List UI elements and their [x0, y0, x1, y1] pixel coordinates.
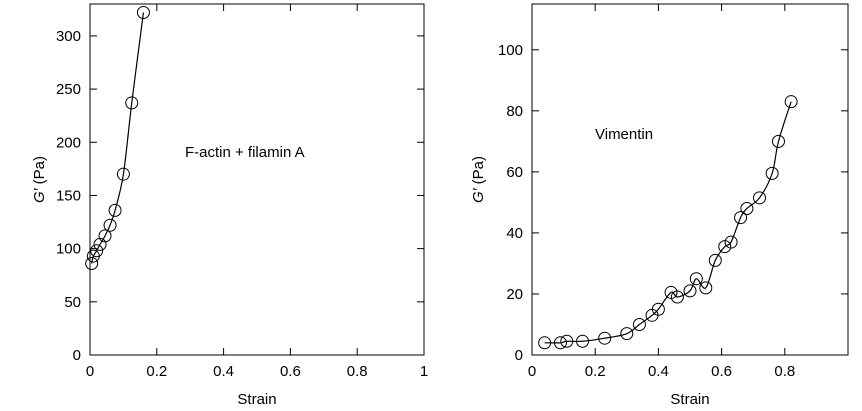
- y-tick-label: 100: [498, 42, 523, 59]
- data-point: [136, 6, 150, 20]
- data-point: [116, 167, 130, 181]
- data-point: [699, 281, 713, 295]
- y-tick-label: 250: [56, 81, 81, 98]
- data-point: [125, 96, 139, 110]
- fit-curve: [91, 12, 145, 264]
- x-tick-label: 0: [86, 363, 94, 380]
- chart-annotation: F-actin + filamin A: [185, 144, 305, 161]
- plot-frame: [89, 3, 425, 356]
- data-point: [771, 134, 785, 148]
- y-tick-label: 100: [56, 241, 81, 258]
- x-tick-label: 0.2: [146, 363, 167, 380]
- data-point: [765, 166, 779, 180]
- x-axis-label: Strain: [670, 391, 709, 408]
- data-point: [98, 229, 112, 243]
- y-axis-label: G′ (Pa): [470, 156, 487, 203]
- y-tick-label: 60: [506, 164, 523, 181]
- y-tick-label: 200: [56, 134, 81, 151]
- y-axis-label: G′ (Pa): [31, 156, 48, 203]
- data-point: [724, 235, 738, 249]
- panel-vimentin: 0 0.2 0.4 0.6 0.8 0 20 40 60 80 100 Strain G′ (Pa) Vi…: [470, 3, 849, 408]
- data-point: [560, 334, 574, 348]
- data-point: [85, 257, 99, 271]
- data-point: [538, 336, 552, 350]
- x-tick-label: 0: [528, 363, 536, 380]
- data-point: [103, 218, 117, 232]
- data-point: [734, 211, 748, 225]
- plot-frame: [531, 3, 849, 356]
- y-tick-label: 20: [506, 286, 523, 303]
- data-point: [708, 253, 722, 267]
- y-tick-label: 40: [506, 225, 523, 242]
- x-tick-label: 1: [420, 363, 428, 380]
- y-tick-label: 80: [506, 103, 523, 120]
- data-point: [689, 272, 703, 286]
- data-point: [576, 334, 590, 348]
- data-point: [651, 302, 665, 316]
- y-tick-label: 0: [515, 347, 523, 364]
- panel-f-actin-filamin: 0 0.2 0.4 0.6 0.8 1 0 50 100 150 200 250 300 Strain G′…: [31, 3, 428, 408]
- data-point: [620, 327, 634, 341]
- y-tick-label: 50: [64, 294, 81, 311]
- x-axis-label: Strain: [237, 391, 276, 408]
- y-tick-label: 0: [73, 347, 81, 364]
- data-point: [108, 203, 122, 217]
- x-tick-label: 0.4: [648, 363, 669, 380]
- data-point: [670, 290, 684, 304]
- x-tick-label: 0.4: [213, 363, 234, 380]
- data-point: [753, 191, 767, 205]
- chart-annotation: Vimentin: [595, 126, 653, 143]
- x-tick-label: 0.8: [347, 363, 368, 380]
- data-point: [632, 317, 646, 331]
- fit-curve: [544, 101, 792, 344]
- x-tick-label: 0.6: [280, 363, 301, 380]
- data-point: [784, 95, 798, 109]
- data-point: [683, 284, 697, 298]
- data-point: [598, 331, 612, 345]
- y-tick-label: 150: [56, 187, 81, 204]
- y-tick-label: 300: [56, 28, 81, 45]
- data-point: [90, 244, 104, 258]
- x-tick-label: 0.2: [585, 363, 606, 380]
- x-tick-label: 0.6: [711, 363, 732, 380]
- data-point: [553, 336, 567, 350]
- data-point: [740, 201, 754, 215]
- x-tick-label: 0.8: [774, 363, 795, 380]
